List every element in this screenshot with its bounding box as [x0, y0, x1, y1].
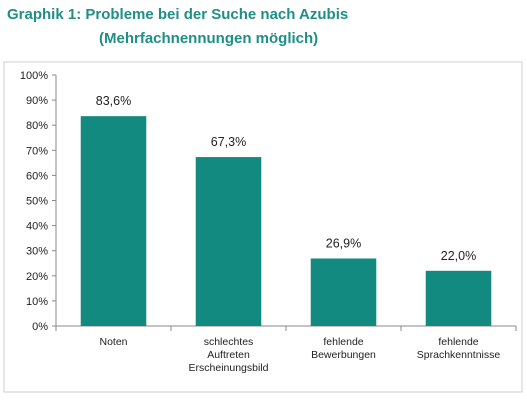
data-label: 22,0%	[441, 249, 476, 263]
y-tick-label: 40%	[26, 221, 48, 233]
y-tick-label: 30%	[26, 246, 48, 258]
y-axis: 0% 10% 20% 30% 40% 50% 60% 70% 80% 90% 100%	[20, 70, 57, 333]
y-tick-label: 90%	[26, 95, 48, 107]
category-label: fehlende Sprachkenntnisse	[417, 336, 501, 361]
y-tick-label: 60%	[26, 170, 48, 182]
category-label: schlechtes Auftreten Erscheinungsbild	[189, 336, 269, 374]
category-labels: Noten schlechtes Auftreten Erscheinungsbild…	[99, 336, 500, 374]
y-tick-label: 20%	[26, 271, 48, 283]
y-tick-label: 10%	[26, 296, 48, 308]
bar	[310, 258, 377, 326]
bar	[80, 116, 147, 326]
y-tick-label: 80%	[26, 120, 48, 132]
chart-subtitle: (Mehrfachnennungen möglich)	[99, 30, 319, 47]
bar	[425, 270, 492, 326]
data-labels: 83,6% 67,3% 26,9% 22,0%	[96, 94, 476, 263]
y-tick-label: 50%	[26, 196, 48, 208]
data-label: 67,3%	[211, 135, 246, 149]
y-tick-label: 100%	[20, 70, 48, 82]
category-label: Noten	[99, 336, 127, 348]
x-axis	[55, 325, 517, 331]
plot-area-border	[3, 61, 523, 393]
category-label: fehlende Bewerbungen	[311, 336, 376, 361]
chart-title: Graphik 1: Probleme bei der Suche nach A…	[7, 6, 349, 23]
data-label: 83,6%	[96, 94, 131, 108]
y-tick-label: 70%	[26, 145, 48, 157]
y-tick-label: 0%	[32, 321, 48, 333]
data-label: 26,9%	[326, 236, 361, 250]
bar	[195, 157, 262, 326]
bars	[80, 116, 492, 326]
